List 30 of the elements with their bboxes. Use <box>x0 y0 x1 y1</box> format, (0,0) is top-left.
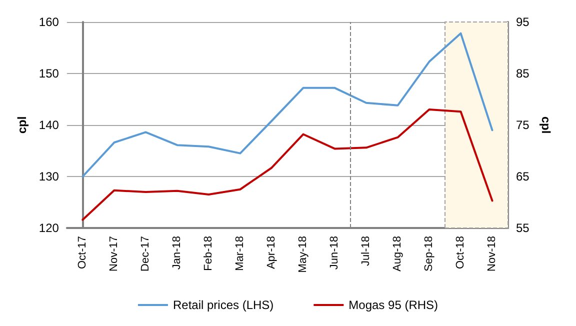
y2-tick-label: 65 <box>516 170 530 184</box>
x-tick-label: Mar-18 <box>234 236 246 271</box>
line-series <box>82 108 494 221</box>
x-tick-label: May-18 <box>297 236 310 273</box>
x-tick-label: Feb-18 <box>202 236 215 271</box>
y-tick-label: 160 <box>38 15 60 29</box>
line-series <box>82 32 494 178</box>
y-tick-label: 120 <box>38 221 60 235</box>
x-tick-label: Sep-18 <box>423 236 436 272</box>
x-tick-label: Nov-17 <box>108 236 120 272</box>
y2-axis-title: cpl <box>539 116 554 134</box>
x-tick-label: Oct-17 <box>76 236 89 270</box>
y-tick-label: 140 <box>38 118 60 132</box>
x-tick-label: Jan-18 <box>171 236 184 270</box>
y2-tick-label: 55 <box>516 221 530 235</box>
y-tick-label: 130 <box>38 170 60 184</box>
y-axis-title: cpl <box>15 116 29 134</box>
legend-label: Retail prices (LHS) <box>172 298 274 312</box>
y-tick-label: 150 <box>38 66 60 80</box>
y2-tick-label: 85 <box>516 66 530 80</box>
y2-tick-label: 95 <box>516 15 530 29</box>
x-tick-label: Jul-18 <box>360 236 372 266</box>
x-tick-label: Nov-18 <box>486 236 498 272</box>
x-tick-label: Oct-18 <box>454 236 467 270</box>
x-tick-label: Apr-18 <box>266 236 278 270</box>
x-tick-label: Dec-17 <box>140 236 152 272</box>
y2-tick-label: 75 <box>516 118 530 132</box>
x-tick-label: Aug-18 <box>392 236 404 272</box>
x-tick-label: Jun-18 <box>328 236 341 270</box>
legend-label: Mogas 95 (RHS) <box>348 298 438 312</box>
